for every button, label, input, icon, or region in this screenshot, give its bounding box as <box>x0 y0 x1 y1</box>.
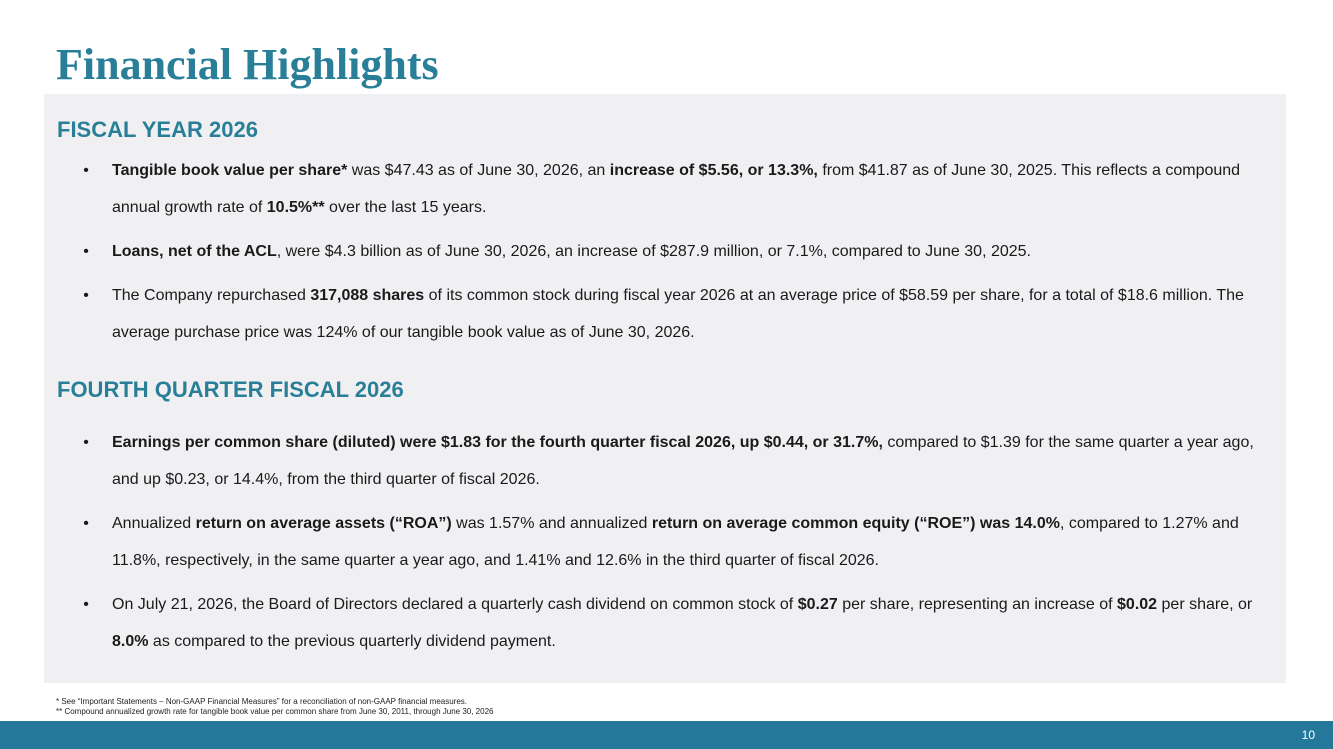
bullet-run: per share, representing an increase of <box>837 596 1118 613</box>
content-panel <box>44 94 1286 683</box>
bullet-item: • On July 21, 2026, the Board of Director… <box>80 586 1260 660</box>
bullet-run: , compared to 1.27% and 11.8%, respectiv… <box>112 515 1239 569</box>
bullet-icon: • <box>83 515 89 532</box>
bullet-run: , were $4.3 billion as of June 30, 2026,… <box>276 243 1031 260</box>
bullet-emphasis: Earnings per common share (diluted) were… <box>112 434 883 451</box>
bullet-run: over the last 15 years. <box>324 199 487 216</box>
bullet-run: was 1.57% and annualized <box>451 515 652 532</box>
bullet-emphasis: Loans, net of the ACL <box>112 243 277 260</box>
bullet-item: • Annualized return on average assets (“R… <box>80 505 1260 579</box>
footnote-non-gaap: * See “Important Statements – Non-GAAP F… <box>56 697 468 706</box>
bullet-emphasis: $0.27 <box>797 596 838 613</box>
bullet-run: Annualized <box>112 515 196 532</box>
bullet-run: compared to $1.39 for the same quarter a… <box>112 434 1254 488</box>
footnote-cagr: ** Compound annualized growth rate for t… <box>56 707 494 716</box>
page-number: 10 <box>1301 728 1315 742</box>
bullet-text: The Company repurchased 317,088 shares o… <box>112 287 1244 341</box>
bullet-icon: • <box>83 243 89 260</box>
bullet-run: was $47.43 as of June 30, 2026, an <box>347 162 610 179</box>
bullet-emphasis: 8.0% <box>112 633 149 650</box>
bullet-item: • Loans, net of the ACL, were $4.3 billio… <box>80 233 1260 270</box>
bullet-emphasis: 317,088 shares <box>310 287 425 304</box>
bullet-run: of its common stock during fiscal year 2… <box>112 287 1244 341</box>
fiscal-year-bullet-list: • Tangible book value per share* was $47.… <box>80 152 1260 351</box>
bullet-emphasis: Tangible book value per share* <box>112 162 348 179</box>
bullet-run: The Company repurchased <box>112 287 311 304</box>
bullet-item: • Tangible book value per share* was $47.… <box>80 152 1260 226</box>
bullet-run: as compared to the previous quarterly di… <box>148 633 556 650</box>
bullet-icon: • <box>83 596 89 613</box>
fourth-quarter-bullet-list: • Earnings per common share (diluted) wer… <box>80 424 1260 660</box>
bullet-text: Loans, net of the ACL, were $4.3 billion… <box>112 243 1031 260</box>
bullet-text: On July 21, 2026, the Board of Directors… <box>112 596 1252 650</box>
bullet-icon: • <box>83 434 89 451</box>
bullet-text: Earnings per common share (diluted) were… <box>112 434 1254 488</box>
bullet-item: • The Company repurchased 317,088 shares … <box>80 277 1260 351</box>
section-heading-fiscal-year: FISCAL YEAR 2026 <box>57 117 258 142</box>
bullet-run: per share, or <box>1157 596 1253 613</box>
bullet-emphasis: increase of $5.56, or 13.3%, <box>609 162 818 179</box>
bullet-emphasis: 10.5%** <box>266 199 325 216</box>
footer-bar: 10 <box>0 721 1333 749</box>
bullet-icon: • <box>83 287 89 304</box>
bullet-run: from $41.87 as of June 30, 2025. This re… <box>112 162 1241 216</box>
section-heading-fourth-quarter: FOURTH QUARTER FISCAL 2026 <box>57 377 404 402</box>
bullet-emphasis: return on average common equity (“ROE”) … <box>651 515 1060 532</box>
bullet-run: On July 21, 2026, the Board of Directors… <box>112 596 798 613</box>
bullet-item: • Earnings per common share (diluted) wer… <box>80 424 1260 498</box>
bullet-text: Annualized return on average assets (“RO… <box>112 515 1239 569</box>
bullet-emphasis: $0.02 <box>1117 596 1158 613</box>
footnotes: * See “Important Statements – Non-GAAP F… <box>56 697 493 717</box>
bullet-text: Tangible book value per share* was $47.4… <box>112 162 1240 216</box>
bullet-icon: • <box>83 162 89 179</box>
slide-title: Financial Highlights <box>56 40 439 89</box>
bullet-emphasis: return on average assets (“ROA”) <box>195 515 452 532</box>
